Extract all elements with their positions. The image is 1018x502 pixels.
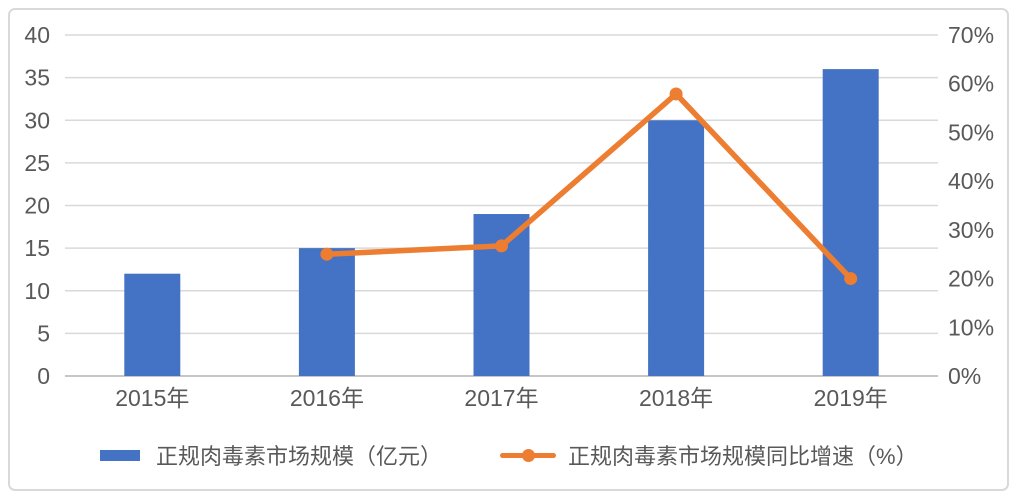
x-axis-label: 2017年 [464,385,538,411]
y-axis-right-tick: 50% [948,119,994,145]
bar-2016年 [298,248,355,376]
y-axis-left-tick: 20 [24,193,50,219]
chart-border-frame [8,8,1009,491]
line-marker-2016年 [320,247,334,261]
y-axis-left-tick: 25 [24,150,50,176]
line-marker-dot-icon [521,448,535,462]
y-axis-right-tick: 30% [948,217,994,243]
y-axis-left-tick: 15 [24,235,50,261]
bar-series-swatch-icon [100,449,140,461]
legend-item-market-size: 正规肉毒素市场规模（亿元） [100,442,443,469]
y-axis-right-tick: 10% [948,314,994,340]
y-axis-right-tick: 0% [948,363,981,389]
line-series-swatch-icon [500,448,556,462]
bar-2018年 [648,120,705,376]
y-axis-left-tick: 10 [24,278,50,304]
y-axis-right-tick: 40% [948,168,994,194]
bar-2019年 [822,69,879,376]
y-axis-left-tick: 0 [37,363,50,389]
x-axis-label: 2015年 [115,385,189,411]
bar-2017年 [473,214,530,376]
line-marker-2017年 [495,239,508,253]
x-axis-label: 2016年 [290,385,364,411]
x-axis-label: 2019年 [814,385,888,411]
line-marker-2018年 [669,87,683,101]
bar-2015年 [124,273,181,376]
growth-rate-line [324,91,854,282]
y-axis-left-tick: 5 [37,320,50,346]
y-axis-right-tick: 20% [948,266,994,292]
y-axis-right-tick: 60% [948,71,994,97]
line-marker-2019年 [844,272,858,286]
y-axis-right-tick: 70% [948,22,994,48]
y-axis-left-tick: 30 [24,107,50,133]
legend-item-growth-rate: 正规肉毒素市场规模同比增速（%） [500,442,918,469]
legend-label-growth-rate: 正规肉毒素市场规模同比增速（%） [568,444,918,469]
legend-label-market-size: 正规肉毒素市场规模（亿元） [156,444,443,469]
y-axis-left-tick: 35 [24,65,50,91]
y-axis-left-tick: 40 [24,22,50,48]
x-axis-label: 2018年 [639,385,713,411]
